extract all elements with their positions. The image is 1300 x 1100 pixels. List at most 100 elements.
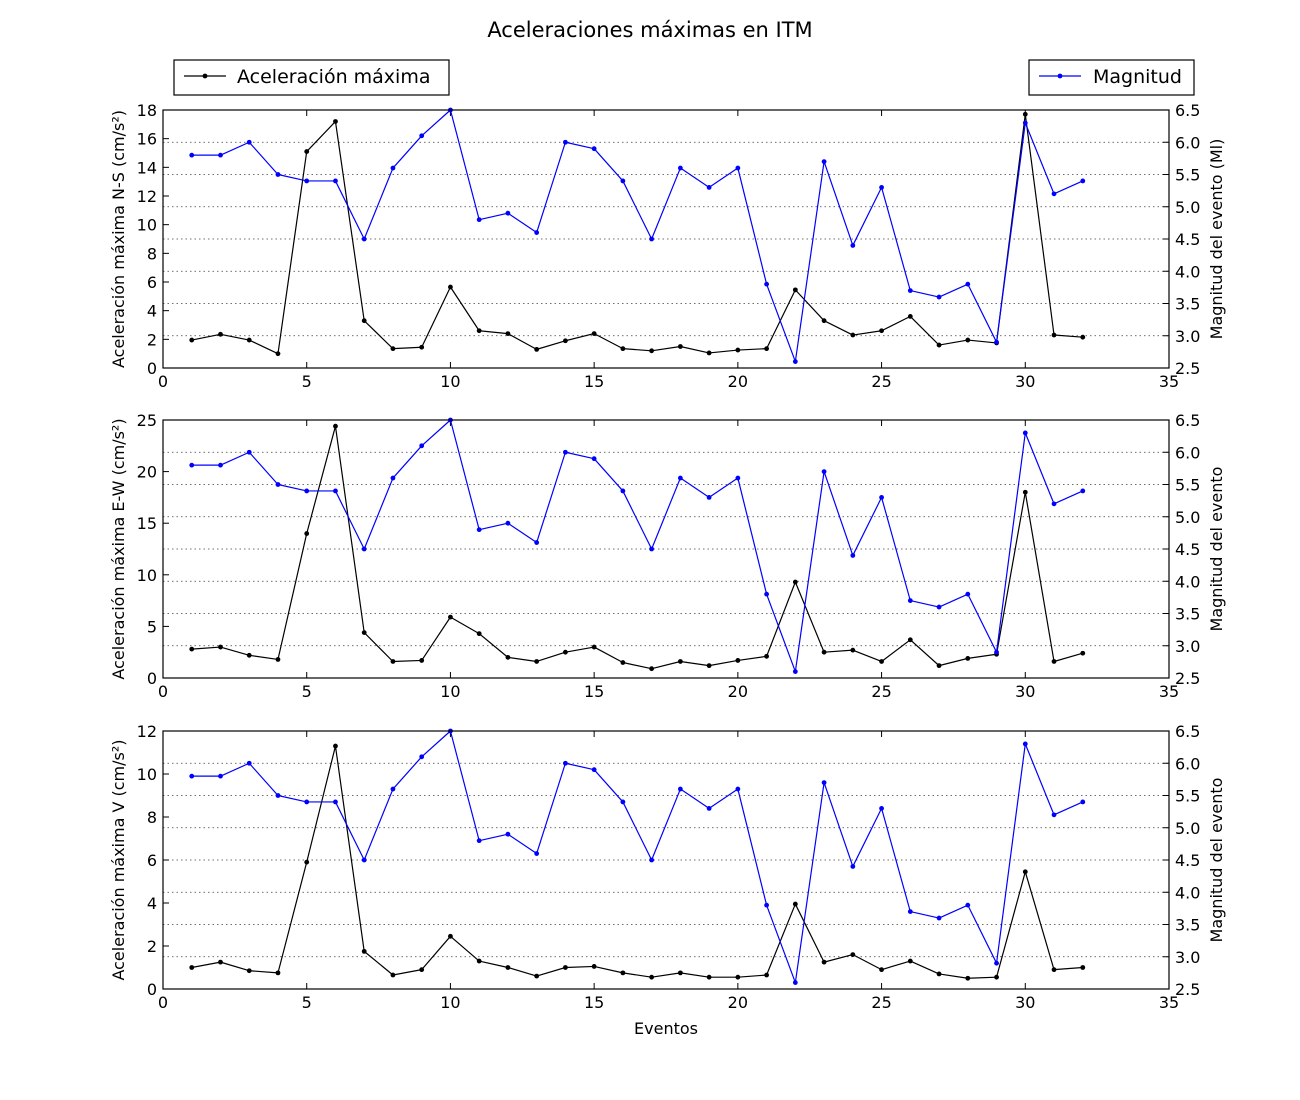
data-point-magnitude-v bbox=[476, 838, 482, 844]
data-point-magnitude-v bbox=[591, 767, 597, 773]
y-tick-label-ns: 10 bbox=[137, 216, 157, 235]
y2-tick-label-v: 4.5 bbox=[1175, 851, 1200, 870]
data-point-acceleration-v bbox=[304, 859, 310, 865]
data-point-acceleration-ew bbox=[649, 666, 655, 672]
x-tick-label-ew: 10 bbox=[440, 682, 460, 701]
data-point-acceleration-ns bbox=[390, 346, 396, 352]
data-point-acceleration-ew bbox=[476, 631, 482, 637]
data-point-magnitude-ns bbox=[1022, 120, 1028, 126]
data-point-magnitude-ns bbox=[994, 339, 999, 345]
data-point-magnitude-ew bbox=[821, 469, 827, 474]
data-point-magnitude-ns bbox=[1080, 178, 1086, 184]
data-point-acceleration-ew bbox=[850, 647, 856, 653]
data-point-acceleration-ew bbox=[419, 658, 425, 663]
data-point-acceleration-v bbox=[994, 974, 999, 980]
x-tick-label-v: 20 bbox=[728, 993, 748, 1012]
data-point-magnitude-ew bbox=[677, 475, 683, 481]
data-point-magnitude-ew bbox=[792, 669, 798, 674]
x-tick-label-ew: 0 bbox=[158, 682, 168, 701]
data-point-magnitude-ew bbox=[879, 495, 884, 500]
data-point-magnitude-ew bbox=[735, 475, 741, 481]
x-tick-label-ew: 25 bbox=[871, 682, 891, 701]
data-point-acceleration-ns bbox=[476, 328, 482, 334]
data-point-magnitude-ns bbox=[476, 217, 482, 223]
data-point-magnitude-ew bbox=[907, 598, 913, 603]
data-point-magnitude-v bbox=[706, 806, 712, 811]
y2-tick-label-ew: 5.0 bbox=[1175, 508, 1200, 527]
x-tick-label-ns: 15 bbox=[584, 372, 604, 391]
data-point-acceleration-v bbox=[333, 743, 338, 749]
data-point-magnitude-v bbox=[764, 902, 769, 908]
data-point-acceleration-v bbox=[361, 948, 367, 954]
data-point-magnitude-ew bbox=[246, 449, 252, 455]
x-tick-label-v: 15 bbox=[584, 993, 604, 1012]
data-point-magnitude-v bbox=[649, 857, 655, 863]
data-point-acceleration-ns bbox=[218, 331, 223, 337]
data-point-magnitude-ew bbox=[706, 495, 712, 500]
plot-frame-v bbox=[162, 730, 1170, 990]
y-tick-label-ns: 6 bbox=[147, 273, 157, 292]
y2-tick-label-ns: 4.0 bbox=[1175, 262, 1200, 281]
series-line-magnitude-v bbox=[191, 730, 1084, 984]
y2-tick-label-ew: 5.5 bbox=[1175, 476, 1200, 495]
data-point-magnitude-v bbox=[994, 960, 999, 966]
data-point-acceleration-v bbox=[792, 901, 798, 907]
data-point-magnitude-ns bbox=[534, 230, 540, 235]
data-point-acceleration-ns bbox=[448, 284, 453, 290]
y-tick-label-ns: 18 bbox=[137, 101, 157, 120]
data-point-acceleration-ns bbox=[563, 338, 568, 344]
data-point-magnitude-ew bbox=[965, 591, 971, 597]
data-point-acceleration-v bbox=[189, 965, 195, 970]
data-point-acceleration-ns bbox=[591, 331, 597, 336]
data-point-magnitude-v bbox=[792, 980, 798, 985]
data-point-magnitude-ew bbox=[361, 546, 367, 552]
data-point-acceleration-v bbox=[390, 972, 396, 978]
x-tick-label-v: 5 bbox=[302, 993, 312, 1012]
data-point-magnitude-v bbox=[879, 806, 884, 811]
data-point-magnitude-ns bbox=[563, 139, 568, 145]
y2-axis-label-v: Magnitud del evento bbox=[1207, 778, 1226, 943]
y-tick-label-v: 0 bbox=[147, 980, 157, 999]
data-point-magnitude-ew bbox=[563, 449, 568, 455]
data-point-acceleration-ns bbox=[1051, 332, 1057, 338]
data-point-magnitude-v bbox=[246, 760, 252, 766]
data-point-acceleration-ns bbox=[649, 348, 655, 354]
data-point-magnitude-ew bbox=[304, 488, 310, 494]
x-tick-label-ns: 0 bbox=[158, 372, 168, 391]
legend-acceleration-label: Aceleración máxima bbox=[237, 66, 430, 88]
y2-tick-label-ew: 2.5 bbox=[1175, 669, 1200, 688]
panel-ns: 0 2 4 6 8 10 12 14 16 18 2.5 3.0 3.5 4.0 4.5 5.0 5.5 6.0 6… bbox=[109, 101, 1226, 391]
data-point-acceleration-ns bbox=[850, 332, 856, 338]
series-line-magnitude-ew bbox=[191, 419, 1084, 673]
data-point-acceleration-ns bbox=[505, 331, 511, 336]
x-tick-label-ns: 20 bbox=[728, 372, 748, 391]
data-point-acceleration-v bbox=[1051, 967, 1057, 973]
y-tick-label-ew: 20 bbox=[137, 463, 157, 482]
y-axis-label-v: Aceleración máxima V (cm/s²) bbox=[109, 739, 128, 980]
data-point-acceleration-ew bbox=[1080, 650, 1086, 656]
x-tick-label-ns: 25 bbox=[871, 372, 891, 391]
y2-tick-label-v: 4.0 bbox=[1175, 883, 1200, 902]
data-point-acceleration-v bbox=[821, 959, 827, 965]
y-tick-label-ew: 0 bbox=[147, 669, 157, 688]
data-point-magnitude-ew bbox=[620, 488, 626, 494]
y2-tick-label-v: 3.5 bbox=[1175, 916, 1200, 935]
data-point-acceleration-v bbox=[706, 974, 712, 980]
y-axis-label-ew: Aceleración máxima E-W (cm/s²) bbox=[109, 418, 128, 679]
data-point-magnitude-v bbox=[735, 786, 741, 792]
data-point-magnitude-v bbox=[419, 754, 425, 760]
plot-frame-ns bbox=[162, 109, 1170, 369]
y2-tick-label-v: 6.5 bbox=[1175, 722, 1200, 741]
data-point-magnitude-v bbox=[677, 786, 683, 792]
data-point-magnitude-v bbox=[620, 799, 626, 805]
y2-tick-label-v: 6.0 bbox=[1175, 754, 1200, 773]
y2-tick-label-ew: 4.0 bbox=[1175, 572, 1200, 591]
data-point-magnitude-ew bbox=[764, 591, 769, 597]
y2-tick-label-ns: 6.0 bbox=[1175, 133, 1200, 152]
data-point-acceleration-ns bbox=[965, 337, 971, 343]
data-point-acceleration-ns bbox=[419, 344, 425, 350]
x-tick-label-ns: 30 bbox=[1015, 372, 1035, 391]
panel-ew: 0 5 10 15 20 25 2.5 3.0 3.5 4.0 4.5 5.0 5.5 6.0 6.5 0 5 1… bbox=[109, 411, 1226, 701]
data-point-acceleration-ew bbox=[534, 659, 540, 664]
data-point-acceleration-v bbox=[764, 972, 769, 978]
